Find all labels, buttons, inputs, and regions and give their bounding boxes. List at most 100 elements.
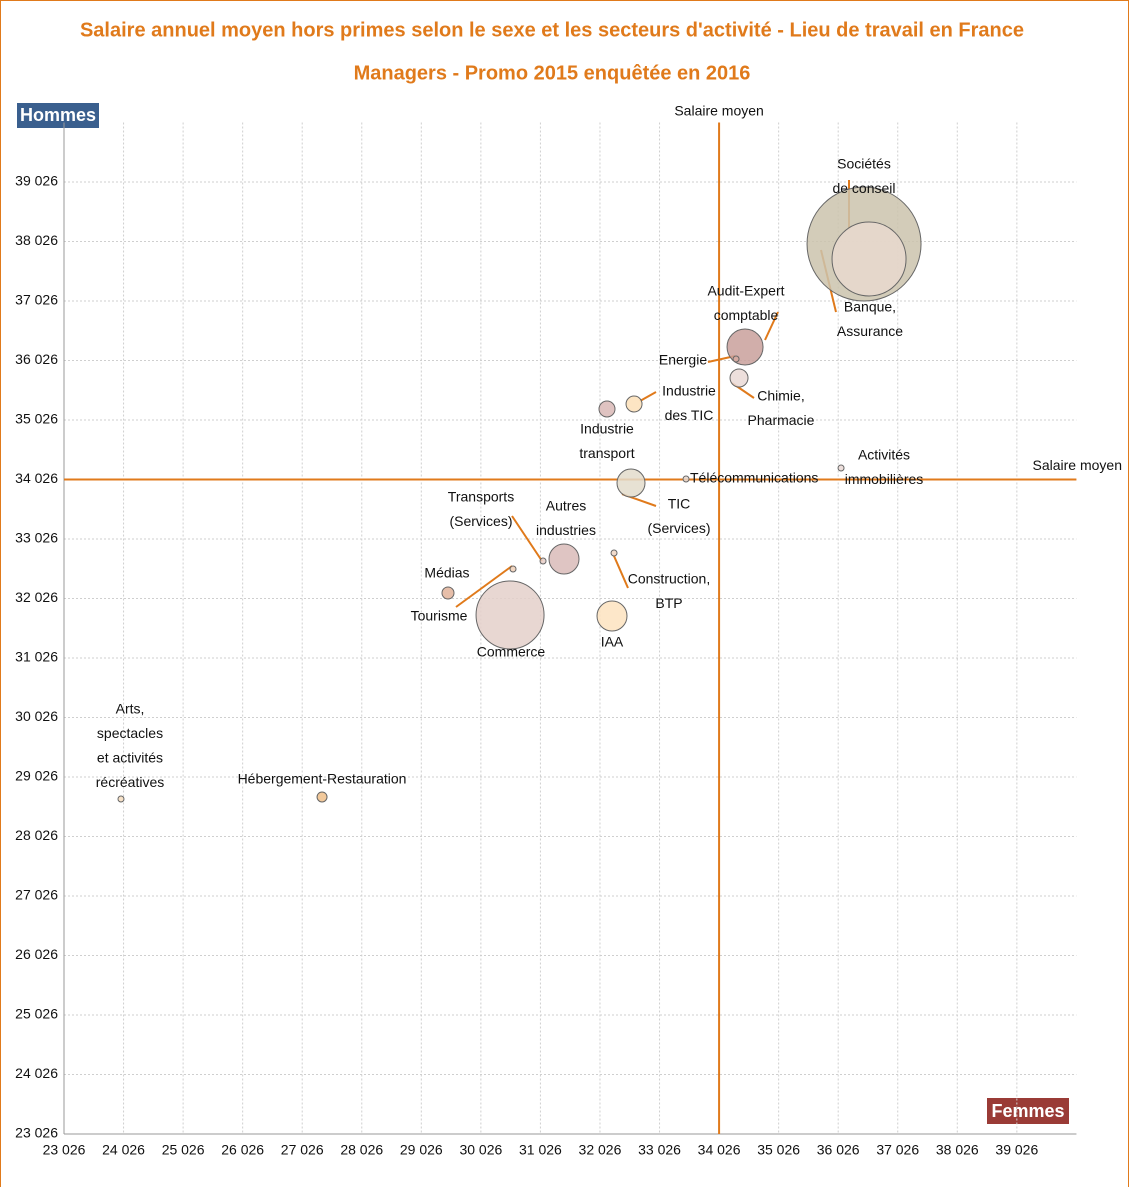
point-label: Autres xyxy=(546,498,586,514)
x-tick-label: 23 026 xyxy=(43,1142,86,1158)
point-label: Télécommunications xyxy=(690,470,818,486)
x-tick-label: 24 026 xyxy=(102,1142,145,1158)
point-label: Commerce xyxy=(477,644,546,660)
leader-line xyxy=(511,515,543,562)
bubble xyxy=(625,395,643,413)
bubble xyxy=(682,475,690,483)
point-label: Activités xyxy=(858,447,910,463)
point-label: industries xyxy=(536,522,596,538)
x-tick-label: 35 026 xyxy=(757,1142,800,1158)
y-tick-label: 37 026 xyxy=(15,292,58,308)
point-label: Energie xyxy=(659,352,707,368)
bubble xyxy=(475,580,545,650)
y-tick-label: 38 026 xyxy=(15,232,58,248)
chart-title: Salaire annuel moyen hors primes selon l… xyxy=(80,19,1024,41)
bubble xyxy=(726,328,764,366)
leader-line xyxy=(613,555,629,589)
x-tick-label: 26 026 xyxy=(221,1142,264,1158)
bubble xyxy=(596,600,628,632)
bubble xyxy=(509,565,517,573)
point-label: Pharmacie xyxy=(748,412,815,428)
point-label: Sociétés xyxy=(837,156,891,172)
point-label: (Services) xyxy=(449,513,512,529)
bubble xyxy=(441,586,455,600)
x-tick-label: 25 026 xyxy=(162,1142,205,1158)
mean-x-label: Salaire moyen xyxy=(674,103,764,119)
x-tick-label: 38 026 xyxy=(936,1142,979,1158)
y-tick-label: 32 026 xyxy=(15,589,58,605)
point-label: Industrie xyxy=(580,421,634,437)
leader-line xyxy=(455,565,513,608)
point-label: BTP xyxy=(655,595,682,611)
x-tick-label: 33 026 xyxy=(638,1142,681,1158)
y-tick-label: 34 026 xyxy=(15,470,58,486)
point-label: Arts, xyxy=(116,701,145,717)
bubble xyxy=(610,549,618,557)
leader-line xyxy=(764,311,779,341)
point-label: des TIC xyxy=(665,407,714,423)
point-label: immobilières xyxy=(845,471,924,487)
point-label: Construction, xyxy=(628,571,710,587)
y-badge xyxy=(17,103,99,128)
y-tick-label: 33 026 xyxy=(15,530,58,546)
y-tick-label: 29 026 xyxy=(15,768,58,784)
point-label: Hébergement-Restauration xyxy=(238,771,407,787)
point-label: et activités xyxy=(97,750,163,766)
y-tick-label: 36 026 xyxy=(15,351,58,367)
point-label: IAA xyxy=(601,634,624,650)
mean-y-label: Salaire moyen xyxy=(1033,457,1123,473)
y-tick-label: 24 026 xyxy=(15,1065,58,1081)
y-tick-label: 31 026 xyxy=(15,649,58,665)
y-tick-label: 30 026 xyxy=(15,708,58,724)
bubble xyxy=(117,795,125,803)
point-label: Banque, xyxy=(844,299,896,315)
leader-line xyxy=(639,391,657,402)
y-tick-label: 23 026 xyxy=(15,1125,58,1141)
y-tick-label: 39 026 xyxy=(15,173,58,189)
point-label: (Services) xyxy=(647,520,710,536)
x-tick-label: 27 026 xyxy=(281,1142,324,1158)
x-tick-label: 36 026 xyxy=(817,1142,860,1158)
point-label: comptable xyxy=(714,307,779,323)
point-label: spectacles xyxy=(97,725,163,741)
bubble xyxy=(729,368,749,388)
bubble xyxy=(831,221,907,297)
point-label: transport xyxy=(579,445,634,461)
x-tick-label: 37 026 xyxy=(876,1142,919,1158)
y-tick-label: 35 026 xyxy=(15,411,58,427)
bubble xyxy=(548,543,580,575)
bubble xyxy=(539,557,547,565)
chart-subtitle: Managers - Promo 2015 enquêtée en 2016 xyxy=(354,62,751,84)
x-tick-label: 34 026 xyxy=(698,1142,741,1158)
point-label: Assurance xyxy=(837,323,903,339)
bubble xyxy=(316,791,328,803)
point-label: Médias xyxy=(424,565,469,581)
x-tick-label: 31 026 xyxy=(519,1142,562,1158)
bubble xyxy=(732,355,740,363)
bubble xyxy=(616,468,646,498)
x-badge xyxy=(987,1098,1069,1124)
y-tick-label: 26 026 xyxy=(15,946,58,962)
y-tick-label: 28 026 xyxy=(15,827,58,843)
y-axis-label: Hommes xyxy=(20,105,96,125)
x-tick-label: 30 026 xyxy=(459,1142,502,1158)
point-label: récréatives xyxy=(96,774,164,790)
point-label: Transports xyxy=(448,489,514,505)
point-label: TIC xyxy=(668,496,691,512)
point-label: Chimie, xyxy=(757,388,804,404)
x-tick-label: 39 026 xyxy=(995,1142,1038,1158)
point-label: de conseil xyxy=(832,180,895,196)
x-tick-label: 29 026 xyxy=(400,1142,443,1158)
bubble xyxy=(837,464,845,472)
y-tick-label: 27 026 xyxy=(15,887,58,903)
point-label: Audit-Expert xyxy=(707,283,784,299)
x-tick-label: 32 026 xyxy=(579,1142,622,1158)
point-label: Tourisme xyxy=(411,608,468,624)
y-tick-label: 25 026 xyxy=(15,1006,58,1022)
point-label: Industrie xyxy=(662,383,716,399)
x-tick-label: 28 026 xyxy=(340,1142,383,1158)
bubble xyxy=(598,400,616,418)
x-axis-label: Femmes xyxy=(991,1101,1064,1121)
